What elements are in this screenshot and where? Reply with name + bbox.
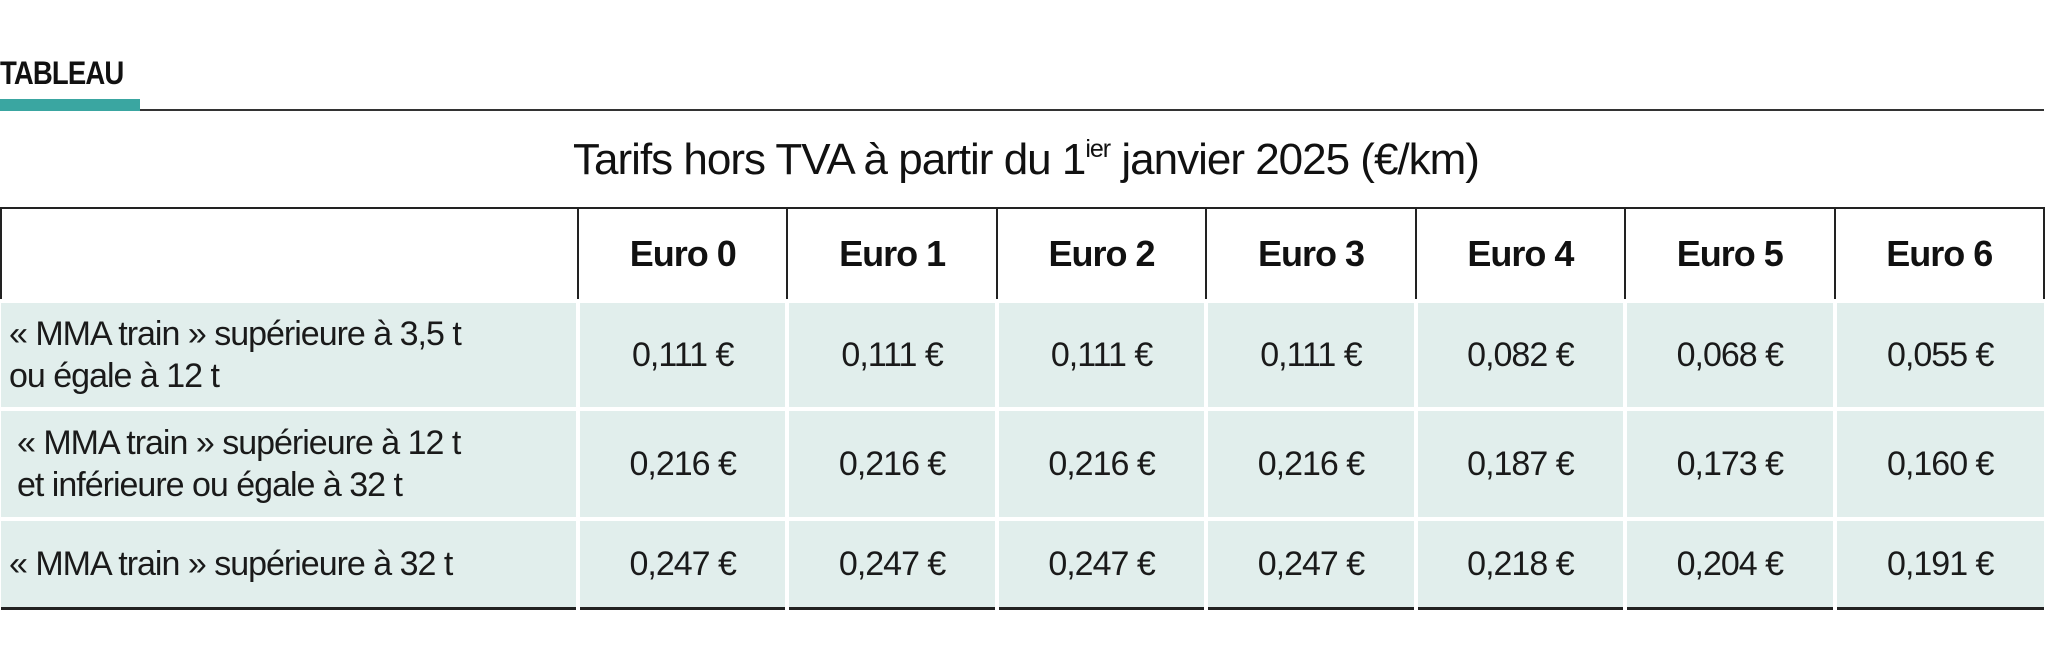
tariff-cell: 0,216 € bbox=[994, 407, 1209, 519]
row-label-line2: et inférieure ou égale à 32 t bbox=[17, 466, 403, 504]
tariff-cell: 0,160 € bbox=[1832, 407, 2044, 519]
tariff-table: Euro 0 Euro 1 Euro 2 Euro 3 Euro 4 Euro … bbox=[0, 207, 2046, 610]
title-superscript: ier bbox=[1085, 135, 1111, 163]
row-label: « MMA train » supérieure à 32 t bbox=[1, 517, 580, 610]
tariff-cell: 0,247 € bbox=[575, 517, 790, 610]
tariff-cell: 0,216 € bbox=[785, 407, 999, 519]
row-label-line1: « MMA train » supérieure à 12 t bbox=[17, 424, 461, 462]
tariff-cell: 0,187 € bbox=[1413, 407, 1628, 519]
tariff-cell: 0,111 € bbox=[785, 299, 999, 409]
table-row: « MMA train » supérieure à 32 t 0,247 € … bbox=[1, 517, 2044, 610]
table-row: « MMA train » supérieure à 3,5 t ou égale… bbox=[1, 299, 2044, 409]
tariff-cell: 0,191 € bbox=[1832, 517, 2044, 610]
tariff-cell: 0,173 € bbox=[1623, 407, 1837, 519]
tariff-cell: 0,218 € bbox=[1413, 517, 1628, 610]
table-title: Tarifs hors TVA à partir du 1ier janvier… bbox=[0, 135, 2052, 185]
header-euro-3: Euro 3 bbox=[1205, 207, 1417, 302]
tariff-cell: 0,216 € bbox=[575, 407, 790, 519]
header-euro-0: Euro 0 bbox=[576, 207, 789, 302]
tariff-cell: 0,204 € bbox=[1623, 517, 1837, 610]
header-euro-2: Euro 2 bbox=[995, 207, 1208, 302]
tariff-cell: 0,111 € bbox=[575, 299, 790, 409]
tariff-cell: 0,111 € bbox=[1204, 299, 1418, 409]
corner-cell bbox=[0, 207, 579, 302]
row-label-line1: « MMA train » supérieure à 3,5 t bbox=[9, 315, 462, 353]
table-row: « MMA train » supérieure à 12 t et inféri… bbox=[1, 407, 2044, 519]
header-row: Euro 0 Euro 1 Euro 2 Euro 3 Euro 4 Euro … bbox=[0, 207, 2046, 302]
row-label-line2: ou égale à 12 t bbox=[9, 357, 220, 395]
tariff-cell: 0,111 € bbox=[994, 299, 1209, 409]
section-label: TABLEAU bbox=[0, 55, 124, 91]
header-euro-4: Euro 4 bbox=[1414, 207, 1627, 302]
tariff-cell: 0,247 € bbox=[994, 517, 1209, 610]
row-label-line1: « MMA train » supérieure à 32 t bbox=[9, 545, 453, 583]
title-main: Tarifs hors TVA à partir du 1 bbox=[573, 135, 1086, 184]
tariff-cell: 0,247 € bbox=[785, 517, 999, 610]
header-euro-5: Euro 5 bbox=[1624, 207, 1836, 302]
header-euro-1: Euro 1 bbox=[786, 207, 998, 302]
tariff-cell: 0,082 € bbox=[1413, 299, 1628, 409]
tariff-cell: 0,247 € bbox=[1204, 517, 1418, 610]
row-label: « MMA train » supérieure à 3,5 t ou égale… bbox=[1, 299, 580, 409]
row-label: « MMA train » supérieure à 12 t et inféri… bbox=[1, 407, 580, 519]
tariff-cell: 0,216 € bbox=[1204, 407, 1418, 519]
header-euro-6: Euro 6 bbox=[1833, 207, 2046, 302]
tariff-cell: 0,068 € bbox=[1623, 299, 1837, 409]
header-rule bbox=[140, 109, 2044, 111]
title-suffix: janvier 2025 (€/km) bbox=[1110, 135, 1480, 184]
tariff-cell: 0,055 € bbox=[1832, 299, 2044, 409]
accent-bar bbox=[0, 99, 140, 111]
